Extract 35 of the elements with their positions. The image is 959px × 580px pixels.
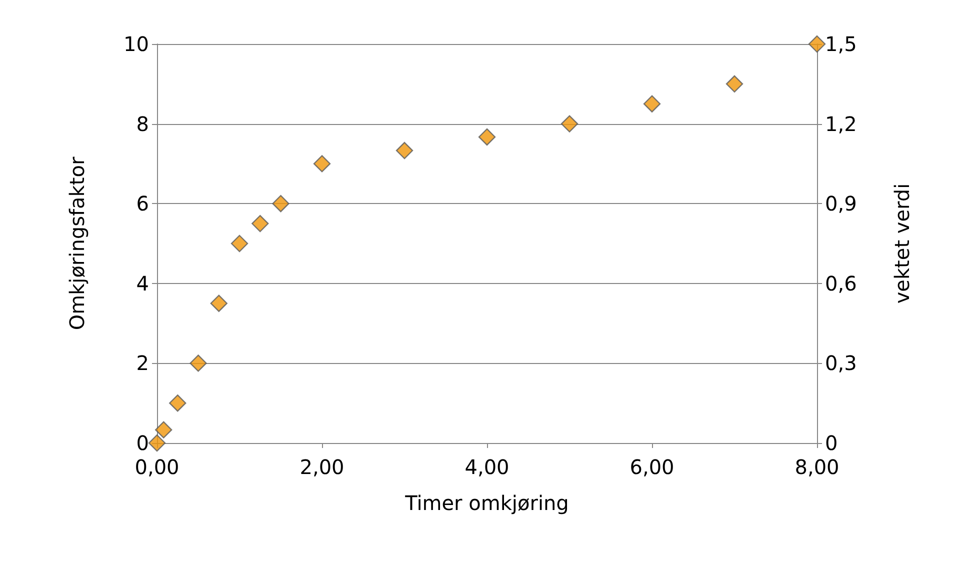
point — [560, 115, 578, 132]
point — [190, 354, 207, 372]
point — [155, 421, 172, 438]
point — [396, 142, 414, 160]
x-tick-label: 8,00 — [794, 455, 840, 479]
y-tick-label: 10 — [124, 32, 149, 56]
y-tick-label: 4 — [136, 271, 149, 296]
x-tick-label: 0,00 — [134, 455, 180, 479]
y2-tick-label: 1,2 — [825, 112, 857, 136]
point — [726, 75, 744, 92]
y-tick-label: 0 — [136, 431, 149, 455]
x-tick-label: 6,00 — [630, 455, 674, 479]
point — [169, 394, 186, 412]
x-tick-label: 4,00 — [464, 455, 510, 479]
y-tick-label: 2 — [136, 351, 149, 376]
y-axis-title: Omkjøringsfaktor — [65, 156, 89, 330]
y2-tick-label: 0,3 — [825, 351, 857, 376]
point — [313, 155, 331, 172]
y-tick-label: 8 — [136, 112, 149, 136]
point — [808, 35, 826, 53]
y2-tick-label: 0 — [825, 431, 838, 455]
point — [148, 434, 166, 452]
point — [643, 95, 661, 112]
y2-tick-label: 0,6 — [825, 271, 857, 296]
point — [252, 214, 269, 232]
y2-axis-title: vektet verdi — [890, 183, 914, 304]
x-axis-title: Timer omkjøring — [404, 491, 569, 515]
point — [272, 195, 290, 212]
y2-tick-label: 0,9 — [825, 192, 857, 216]
point — [210, 294, 228, 312]
y-tick-label: 6 — [136, 192, 149, 216]
y2-tick-label: 1,5 — [825, 32, 857, 56]
x-tick-label: 2,00 — [300, 455, 344, 479]
point — [230, 234, 248, 252]
point — [478, 128, 496, 146]
